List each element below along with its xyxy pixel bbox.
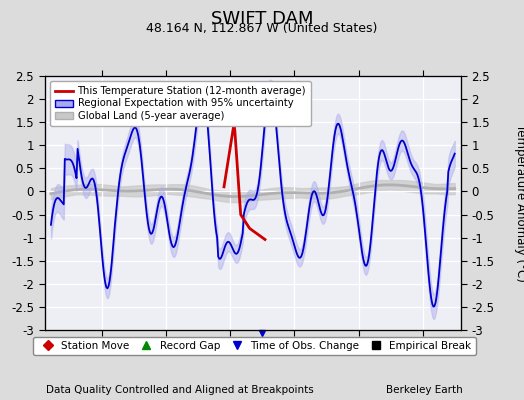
Legend: Station Move, Record Gap, Time of Obs. Change, Empirical Break: Station Move, Record Gap, Time of Obs. C… bbox=[33, 337, 476, 355]
Text: 48.164 N, 112.867 W (United States): 48.164 N, 112.867 W (United States) bbox=[146, 22, 378, 35]
Y-axis label: Temperature Anomaly (°C): Temperature Anomaly (°C) bbox=[514, 124, 524, 282]
Text: SWIFT DAM: SWIFT DAM bbox=[211, 10, 313, 28]
Text: Berkeley Earth: Berkeley Earth bbox=[386, 385, 463, 395]
Legend: This Temperature Station (12-month average), Regional Expectation with 95% uncer: This Temperature Station (12-month avera… bbox=[50, 81, 311, 126]
Text: Data Quality Controlled and Aligned at Breakpoints: Data Quality Controlled and Aligned at B… bbox=[46, 385, 314, 395]
